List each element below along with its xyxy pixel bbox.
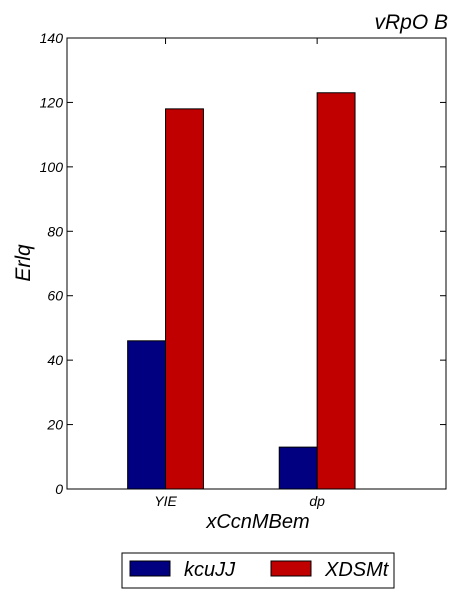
y-axis-label: Erlq <box>12 244 35 282</box>
y-tick-label: 100 <box>40 159 64 175</box>
y-tick-label: 60 <box>47 288 63 304</box>
legend-swatch-XDSMt <box>270 560 312 577</box>
y-tick-label: 80 <box>47 223 63 239</box>
x-tick-label: YIE <box>154 493 177 509</box>
chart-title: vRpO B <box>374 11 448 34</box>
legend-label-XDSMt: XDSMt <box>324 559 390 581</box>
y-tick-label: 40 <box>47 352 63 368</box>
y-tick-label: 140 <box>40 30 64 46</box>
plot-frame <box>66 37 447 490</box>
y-tick-label: 0 <box>55 481 63 497</box>
x-tick-label: dp <box>309 493 325 509</box>
legend: kcuJJ XDSMt <box>121 552 395 589</box>
legend-swatch-kcuJJ <box>129 560 171 577</box>
bar-XDSMt-YIE <box>165 108 204 490</box>
y-tick-label: 120 <box>40 94 64 110</box>
bars-group <box>127 92 356 490</box>
bar-XDSMt-dp <box>316 92 356 490</box>
bar-kcuJJ-dp <box>278 446 318 490</box>
bar-kcuJJ-YIE <box>127 340 167 490</box>
y-tick-label: 20 <box>46 417 63 433</box>
ticks-group: 0 20 40 60 80 100 120 140 YIE dp <box>40 30 446 509</box>
legend-label-kcuJJ: kcuJJ <box>184 559 236 581</box>
x-axis-label: xCcnMBem <box>205 511 309 533</box>
